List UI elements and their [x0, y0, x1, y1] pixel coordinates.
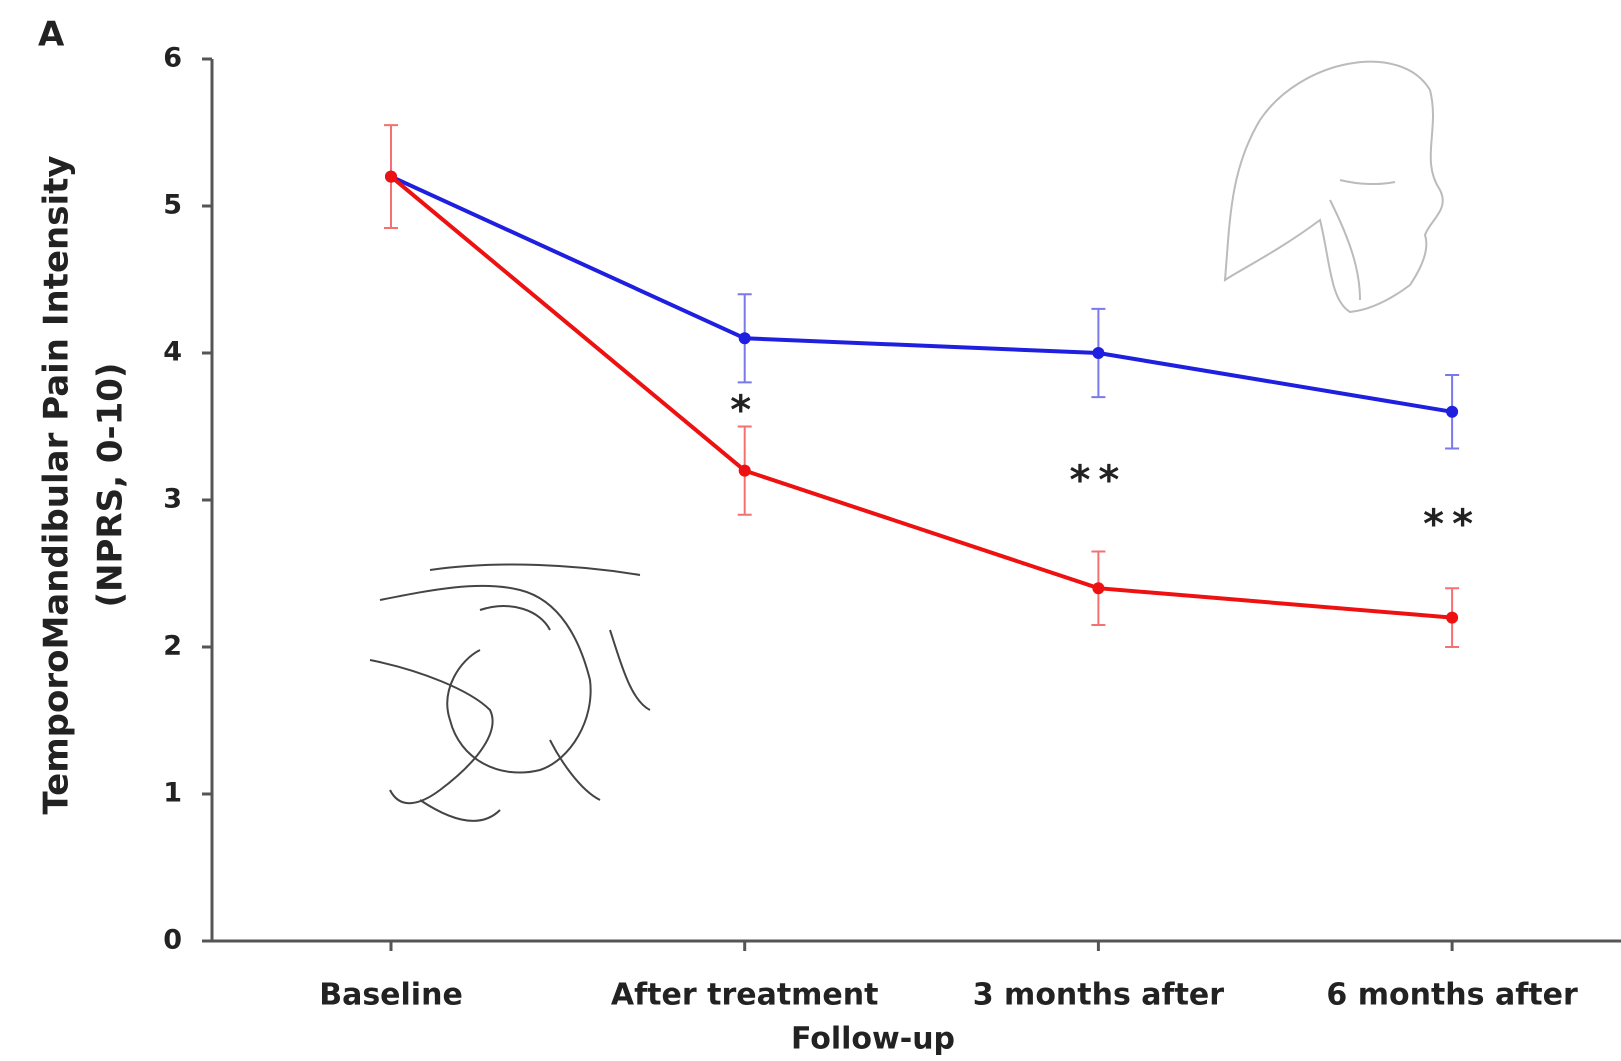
point [1446, 612, 1458, 624]
y-tick-label: 0 [163, 925, 182, 956]
y-tick-label: 6 [163, 43, 182, 74]
y-tick-label: 1 [163, 778, 182, 809]
x-axis-title: Follow-up [791, 1022, 955, 1057]
panel-label: A [38, 15, 65, 55]
significance-marker: * [730, 387, 759, 433]
y-axis-title: TemporoMandibular Pain Intensity [37, 155, 77, 814]
y-tick-label: 2 [163, 631, 182, 662]
series-line [391, 177, 1452, 618]
x-tick-label: After treatment [611, 978, 879, 1013]
significance-marker: ** [1069, 457, 1127, 503]
hands-illustration [370, 565, 650, 821]
significance-marker: ** [1423, 501, 1481, 547]
y-axis-title: (NPRS, 0-10) [91, 363, 131, 608]
point [1446, 406, 1458, 418]
x-tick-label: Baseline [319, 978, 463, 1013]
y-tick-label: 4 [163, 337, 182, 368]
point [739, 332, 751, 344]
y-tick-label: 5 [163, 190, 182, 221]
x-tick-label: 6 months after [1326, 978, 1578, 1013]
y-tick-label: 3 [163, 484, 182, 515]
point [1092, 582, 1104, 594]
x-tick-label: 3 months after [973, 978, 1225, 1013]
head-illustration [1225, 62, 1443, 312]
page: A TemporoMandibular Pain Intensity (NPRS… [0, 0, 1621, 1061]
series-line [391, 177, 1452, 412]
chart: A TemporoMandibular Pain Intensity (NPRS… [0, 0, 1621, 1061]
point [739, 465, 751, 477]
point [385, 171, 397, 183]
point [1092, 347, 1104, 359]
